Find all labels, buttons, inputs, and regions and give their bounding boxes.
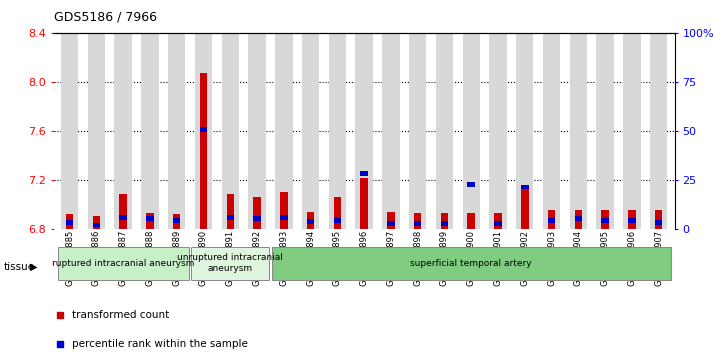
Bar <box>253 216 261 221</box>
Text: ruptured intracranial aneurysm: ruptured intracranial aneurysm <box>52 259 194 268</box>
Text: unruptured intracranial
aneurysm: unruptured intracranial aneurysm <box>177 253 283 273</box>
Bar <box>119 195 127 229</box>
Bar <box>382 33 400 229</box>
Bar <box>575 216 582 221</box>
Bar <box>328 33 346 229</box>
Bar <box>66 220 74 225</box>
Bar <box>275 33 293 229</box>
Bar <box>548 218 555 223</box>
Text: percentile rank within the sample: percentile rank within the sample <box>72 339 248 349</box>
Bar <box>601 210 609 229</box>
FancyBboxPatch shape <box>272 247 670 280</box>
Bar <box>280 192 288 229</box>
Bar <box>441 221 448 226</box>
Text: tissue: tissue <box>4 262 35 272</box>
Bar <box>436 33 453 229</box>
Bar <box>226 215 234 220</box>
Bar <box>173 218 181 223</box>
Bar <box>575 210 582 229</box>
Bar <box>307 212 314 229</box>
Bar <box>521 188 528 229</box>
FancyBboxPatch shape <box>58 247 188 280</box>
Bar <box>601 218 609 223</box>
Bar <box>494 221 502 226</box>
Bar <box>88 33 105 229</box>
Bar <box>356 33 373 229</box>
Bar <box>548 210 555 229</box>
Bar <box>468 182 475 187</box>
Bar <box>333 218 341 223</box>
Bar <box>628 218 635 223</box>
Bar <box>414 213 421 229</box>
Bar <box>93 223 100 228</box>
Bar <box>468 213 475 229</box>
Bar <box>596 33 614 229</box>
Bar <box>248 33 266 229</box>
Bar <box>221 33 239 229</box>
Bar <box>387 221 395 226</box>
Bar <box>93 216 100 229</box>
Bar <box>655 210 663 229</box>
Text: ▶: ▶ <box>30 262 38 272</box>
Bar <box>409 33 426 229</box>
Bar <box>650 33 668 229</box>
Bar <box>414 221 421 226</box>
Bar <box>361 171 368 176</box>
Bar <box>628 210 635 229</box>
Bar <box>195 33 212 229</box>
Bar <box>200 127 207 132</box>
Bar <box>623 33 640 229</box>
Bar <box>494 213 502 229</box>
Bar <box>61 33 79 229</box>
Bar <box>302 33 319 229</box>
Bar <box>173 214 181 229</box>
Bar <box>570 33 587 229</box>
Bar <box>226 195 234 229</box>
Bar <box>516 33 533 229</box>
Bar <box>361 179 368 229</box>
Bar <box>168 33 186 229</box>
Bar <box>114 33 132 229</box>
Bar <box>655 220 663 225</box>
Bar <box>307 219 314 224</box>
Bar <box>66 214 74 229</box>
Bar <box>280 215 288 220</box>
Text: GDS5186 / 7966: GDS5186 / 7966 <box>54 11 156 24</box>
Bar <box>253 197 261 229</box>
Bar <box>146 213 154 229</box>
Bar <box>200 73 207 229</box>
Bar <box>441 213 448 229</box>
FancyBboxPatch shape <box>191 247 269 280</box>
Bar <box>387 212 395 229</box>
Bar <box>141 33 159 229</box>
Bar <box>489 33 507 229</box>
Bar <box>521 184 528 189</box>
Text: transformed count: transformed count <box>72 310 169 320</box>
Bar <box>543 33 560 229</box>
Bar <box>463 33 480 229</box>
Text: superficial temporal artery: superficial temporal artery <box>411 259 532 268</box>
Bar <box>119 215 127 220</box>
Bar <box>146 216 154 221</box>
Bar <box>333 197 341 229</box>
